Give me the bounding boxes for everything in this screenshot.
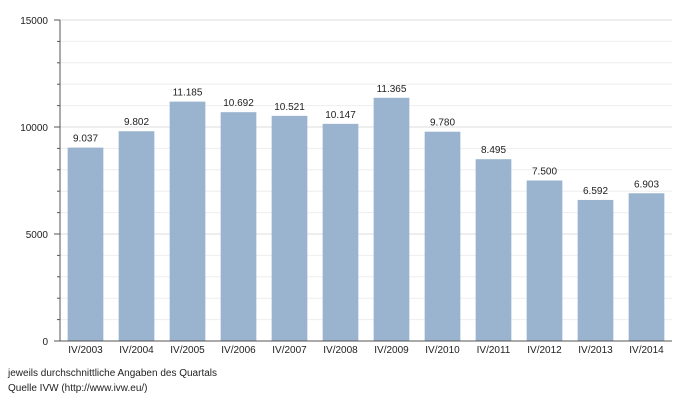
bar	[424, 131, 461, 341]
value-label: 6.592	[583, 186, 608, 197]
x-tick-label: IV/2013	[578, 345, 613, 356]
bar	[628, 193, 665, 341]
bar	[169, 101, 206, 342]
value-label: 11.365	[377, 84, 407, 95]
note: jeweils durchschnittliche Angaben des Qu…	[7, 368, 217, 379]
bar	[373, 97, 410, 341]
x-tick-label: IV/2008	[323, 345, 358, 356]
bar	[271, 115, 308, 341]
value-label: 11.185	[173, 88, 203, 99]
bar	[67, 147, 104, 341]
value-label: 7.500	[532, 167, 557, 178]
y-tick-label: 5000	[26, 230, 49, 241]
bar	[526, 180, 563, 341]
x-tick-label: IV/2009	[374, 345, 409, 356]
value-label: 8.495	[481, 145, 506, 156]
x-tick-label: IV/2004	[119, 345, 154, 356]
value-label: 9.037	[73, 134, 98, 145]
x-tick-label: IV/2012	[527, 345, 562, 356]
note: Quelle IVW (http://www.ivw.eu/)	[8, 383, 148, 394]
x-tick-label: IV/2005	[170, 345, 205, 356]
bar	[118, 131, 155, 341]
x-tick-label: IV/2003	[68, 345, 103, 356]
value-label: 6.903	[634, 179, 659, 190]
y-tick-label: 10000	[20, 123, 48, 134]
bar	[475, 159, 512, 341]
bar	[577, 199, 614, 341]
x-tick-label: IV/2010	[425, 345, 460, 356]
bar	[220, 112, 257, 342]
x-tick-label: IV/2007	[272, 345, 307, 356]
y-tick-label: 15000	[20, 16, 48, 27]
value-label: 9.802	[124, 117, 149, 128]
value-label: 10.521	[274, 102, 305, 113]
x-tick-label: IV/2014	[629, 345, 664, 356]
y-tick-label: 0	[42, 337, 48, 348]
value-label: 10.147	[325, 110, 356, 121]
value-label: 10.692	[223, 98, 254, 109]
x-tick-label: IV/2011	[477, 345, 511, 356]
bar	[322, 123, 359, 341]
value-label: 9.780	[430, 118, 455, 129]
x-tick-label: IV/2006	[221, 345, 256, 356]
